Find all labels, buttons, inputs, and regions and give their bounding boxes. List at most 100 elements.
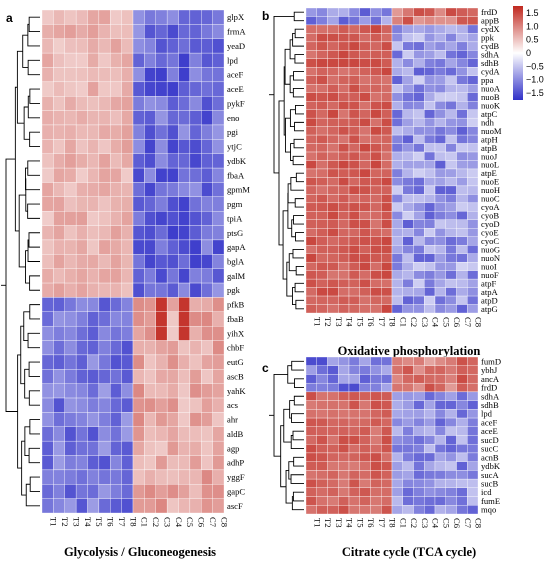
heatmap-cell	[316, 287, 328, 297]
heatmap-cell	[402, 67, 414, 76]
heatmap-cell	[391, 356, 403, 366]
heatmap-cell	[467, 101, 479, 110]
heatmap-cell	[391, 478, 403, 489]
heatmap-cell	[53, 96, 65, 111]
heatmap-cell	[391, 304, 403, 314]
dendrogram-branch	[25, 483, 40, 507]
heatmap-cell	[456, 202, 468, 212]
heatmap-cell	[467, 228, 479, 237]
gene-label: cyoB	[481, 211, 499, 221]
heatmap-cell	[212, 297, 225, 312]
heatmap-cell	[359, 365, 371, 375]
heatmap-cell	[391, 41, 403, 51]
heatmap-cell	[348, 151, 360, 161]
heatmap-cell	[370, 16, 382, 26]
heatmap-cell	[87, 239, 100, 255]
heatmap-cell	[445, 461, 457, 471]
heatmap-cell	[391, 365, 403, 375]
heatmap-cell	[467, 143, 479, 153]
heatmap-cell	[53, 38, 65, 54]
heatmap-cell	[338, 478, 350, 489]
heatmap-cell	[75, 67, 88, 83]
dendrogram-branch	[28, 16, 40, 33]
heatmap-cell	[41, 81, 54, 97]
heatmap-cell	[144, 397, 156, 413]
gene-label: nuoJ	[481, 151, 498, 161]
heatmap-cell	[201, 340, 213, 356]
heatmap-cell	[434, 7, 446, 17]
heatmap-cell	[370, 470, 382, 480]
heatmap-cell	[413, 236, 425, 246]
heatmap-cell	[338, 75, 350, 85]
heatmap-cell	[348, 505, 360, 515]
gene-label: ahr	[227, 415, 238, 425]
heatmap-cell	[75, 96, 88, 111]
heatmap-cell	[144, 469, 156, 485]
heatmap-cell	[424, 67, 436, 76]
gene-label: pykF	[227, 98, 245, 108]
heatmap-cell	[424, 452, 436, 462]
colorbar-tick-label: 1.0	[526, 21, 539, 31]
heatmap-cell	[338, 382, 350, 393]
heatmap-cell	[338, 435, 350, 445]
heatmap-cell	[327, 143, 339, 153]
heatmap-cell	[53, 311, 65, 327]
heatmap-cell	[424, 444, 436, 454]
heatmap-cell	[64, 182, 77, 198]
heatmap-cell	[391, 417, 403, 427]
heatmap-cell	[166, 469, 179, 485]
heatmap-cell	[212, 311, 225, 327]
heatmap-cell	[338, 444, 350, 454]
panel-title: Glycolysis / Gluconeogenesis	[64, 545, 216, 559]
heatmap-cell	[132, 254, 145, 269]
heatmap-cell	[391, 228, 403, 237]
dendrogram-branch	[29, 419, 40, 435]
heatmap-cell	[316, 487, 328, 497]
heatmap-cell	[316, 365, 328, 375]
heatmap-cell	[413, 202, 425, 212]
dendrogram-branch	[27, 160, 40, 176]
heatmap-cell	[370, 185, 382, 195]
heatmap-cell	[327, 496, 339, 506]
sample-label: C8	[474, 317, 484, 327]
heatmap-cell	[327, 185, 339, 195]
gene-label: frmA	[227, 27, 246, 37]
heatmap-cell	[110, 469, 122, 485]
heatmap-cell	[305, 228, 317, 237]
heatmap-cell	[402, 134, 414, 144]
heatmap-cell	[64, 412, 77, 427]
heatmap-cell	[327, 270, 339, 280]
heatmap-cell	[467, 391, 479, 401]
heatmap-cell	[327, 117, 339, 127]
heatmap-cell	[434, 160, 446, 170]
heatmap-cell	[121, 354, 134, 370]
dendrogram-branch	[292, 430, 304, 441]
heatmap-cell	[155, 440, 168, 456]
heatmap-cell	[402, 16, 414, 26]
heatmap-cell	[348, 278, 360, 288]
heatmap-cell	[467, 177, 479, 187]
heatmap-cell	[445, 101, 457, 110]
heatmap-cell	[110, 268, 122, 284]
heatmap-cell	[338, 33, 350, 43]
dendrogram-branch	[23, 106, 30, 140]
heatmap-cell	[201, 469, 213, 485]
heatmap-cell	[348, 75, 360, 85]
heatmap-cell	[434, 185, 446, 195]
heatmap-cell	[41, 182, 54, 198]
heatmap-cell	[338, 50, 350, 60]
dendrogram-branch	[292, 491, 304, 502]
heatmap-cell	[201, 282, 213, 298]
heatmap-cell	[413, 400, 425, 410]
heatmap-cell	[445, 16, 457, 26]
heatmap-cell	[456, 391, 468, 401]
heatmap-cell	[155, 96, 168, 111]
heatmap-cell	[212, 325, 225, 341]
heatmap-cell	[370, 202, 382, 212]
heatmap-cell	[456, 16, 468, 26]
heatmap-cell	[413, 365, 425, 375]
heatmap-cell	[305, 426, 317, 436]
sample-label: C2	[409, 317, 419, 327]
heatmap-cell	[424, 461, 436, 471]
sample-label: T6	[366, 317, 376, 327]
